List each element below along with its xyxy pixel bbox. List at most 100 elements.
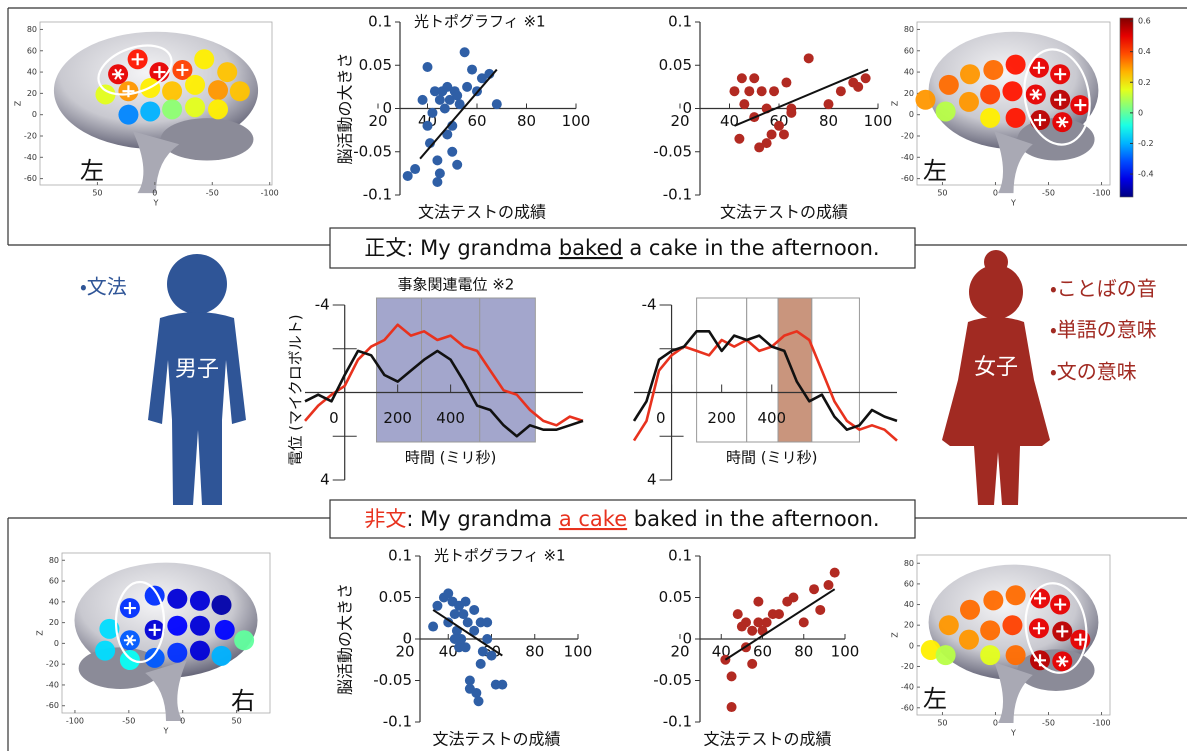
y-tick-label: -60 (46, 701, 59, 710)
scatter-point (823, 99, 834, 110)
x-tick-label: 40 (439, 643, 458, 661)
x-axis-label: Y (153, 199, 159, 208)
scatter-point (469, 604, 480, 615)
channel (229, 81, 250, 102)
scatter-point (835, 86, 846, 97)
x-axis-label: 時間 (ミリ秒) (405, 449, 496, 467)
plus-marker (1074, 633, 1087, 646)
channel (189, 615, 210, 636)
erp-line (304, 349, 584, 438)
y-axis-label: Z (14, 100, 23, 106)
y-tick-label: 0.05 (379, 588, 412, 606)
y-tick-label: -40 (901, 683, 914, 692)
scatter-point (747, 625, 758, 636)
girl-figure (942, 250, 1050, 505)
channel (118, 104, 139, 125)
brain-shape (132, 131, 180, 194)
channel (194, 49, 215, 70)
scatter-point (853, 81, 864, 92)
plus-marker (122, 85, 135, 98)
scatter-point (443, 588, 454, 599)
scatter-point (726, 671, 737, 682)
scatter-point (754, 142, 765, 153)
channel (958, 629, 979, 650)
x-tick-label: 20 (368, 112, 387, 130)
scatter-point (798, 617, 809, 628)
x-tick-label: 100 (831, 643, 860, 661)
y-tick-label: 0.1 (368, 13, 392, 31)
channel (119, 650, 140, 671)
x-axis-label: 文法テストの成績 (703, 730, 831, 749)
scatter-point (402, 170, 413, 181)
x-tick-label: 200 (707, 409, 736, 427)
scatter-point (473, 696, 484, 707)
y-tick-label: 0.1 (668, 13, 692, 31)
channel (95, 84, 116, 105)
x-tick-label: 0 (180, 717, 185, 726)
scatter-point (761, 138, 772, 149)
girl-body (942, 317, 1050, 505)
x-tick-label: 80 (525, 643, 544, 661)
y-tick-label: -0.1 (663, 186, 692, 204)
y-tick-label: -60 (24, 174, 37, 183)
channel (185, 74, 206, 95)
channel (1005, 54, 1026, 75)
colorbar (1119, 17, 1134, 198)
y-tick-label: -0.1 (663, 713, 692, 731)
y-tick-label: 0 (682, 99, 692, 117)
scatter-point (761, 617, 772, 628)
highlight-ellipse (114, 580, 166, 664)
colorbar-tick-label: 0.2 (1138, 78, 1151, 87)
scatter-point (475, 658, 486, 669)
plus-marker (153, 66, 166, 79)
scatter-point (491, 99, 502, 110)
scatter-point (454, 99, 465, 110)
y-tick-label: 60 (49, 577, 59, 586)
time-window (811, 297, 860, 443)
scatter-point (443, 617, 454, 628)
scatter-point (781, 77, 792, 88)
y-tick-label: 0 (909, 641, 914, 650)
channel (938, 615, 959, 636)
y-axis-label: Z (36, 630, 45, 636)
y-tick-label: 20 (904, 89, 914, 98)
channel (915, 89, 936, 110)
plus-marker (1032, 622, 1045, 635)
scatter-point (497, 679, 508, 690)
sentence-part: baked (559, 236, 623, 260)
side-label: 左 (923, 157, 947, 185)
scatter-point (753, 617, 764, 628)
x-tick-label: 60 (467, 112, 486, 130)
scatter-point (747, 658, 758, 669)
scatter-point (447, 146, 458, 157)
colorbar-tick-label: -0.4 (1138, 170, 1154, 179)
plus-marker (1054, 68, 1067, 81)
star-marker (123, 634, 136, 646)
scatter-point (766, 129, 777, 140)
channel (217, 62, 238, 83)
time-window (479, 297, 536, 443)
plus-marker (1056, 625, 1069, 638)
fit-line (419, 68, 498, 160)
x-tick-label: 400 (436, 409, 465, 427)
y-tick-label: 0.05 (659, 56, 692, 74)
y-tick-label: 40 (49, 597, 59, 606)
brain-shape (160, 118, 254, 161)
time-window (375, 297, 422, 443)
y-tick-label: 80 (49, 556, 59, 565)
y-tick-label: 40 (27, 68, 37, 77)
x-tick-label: -50 (1042, 719, 1055, 728)
x-tick-label: -50 (122, 717, 135, 726)
chart-title: 光トポグラフィ ※1 (434, 547, 566, 565)
y-tick-label: 0 (32, 110, 37, 119)
channel (935, 645, 956, 666)
sentence: 正文: My grandma baked a cake in the after… (364, 236, 879, 260)
y-axis-label: Z (891, 100, 900, 106)
erp-line (632, 330, 898, 442)
channel (1005, 107, 1026, 128)
y-tick-label: 60 (27, 46, 37, 55)
channel (95, 640, 116, 661)
side-label: 右 (231, 687, 255, 715)
x-tick-label: 400 (757, 409, 786, 427)
